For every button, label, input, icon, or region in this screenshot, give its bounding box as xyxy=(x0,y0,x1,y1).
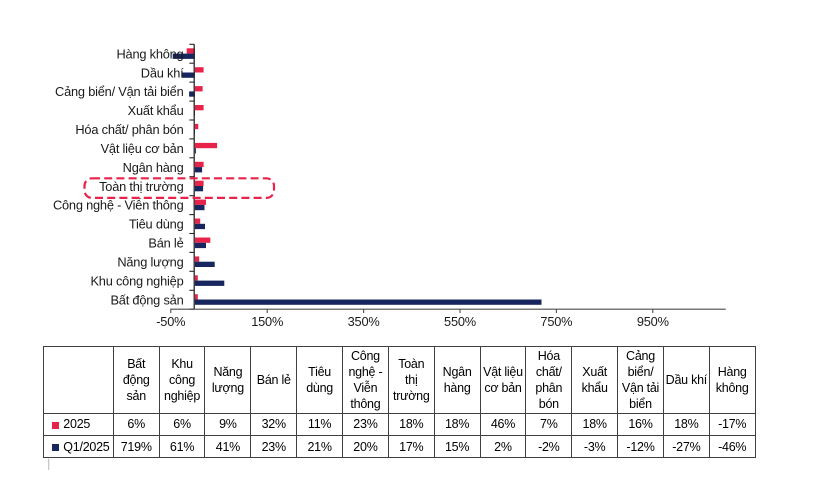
svg-text:Ngân hàng: Ngân hàng xyxy=(123,160,184,175)
svg-text:Vật liệu cơ bản: Vật liệu cơ bản xyxy=(101,141,184,156)
svg-text:950%: 950% xyxy=(637,314,669,329)
svg-text:Cảng biển/ Vận tải biển: Cảng biển/ Vận tải biển xyxy=(55,84,184,99)
svg-text:Năng lượng: Năng lượng xyxy=(117,255,183,270)
svg-text:Toàn thị trường: Toàn thị trường xyxy=(99,179,183,194)
svg-text:Tiêu dùng: Tiêu dùng xyxy=(129,217,184,232)
svg-text:150%: 150% xyxy=(251,314,283,329)
svg-text:550%: 550% xyxy=(444,314,476,329)
svg-text:-50%: -50% xyxy=(156,314,185,329)
svg-text:Khu công nghiệp: Khu công nghiệp xyxy=(90,273,183,288)
svg-text:Dầu khí: Dầu khí xyxy=(141,65,184,80)
svg-text:Công nghệ - Viễn thông: Công nghệ - Viễn thông xyxy=(53,198,184,213)
svg-text:750%: 750% xyxy=(540,314,572,329)
svg-text:Bán lẻ: Bán lẻ xyxy=(148,236,183,251)
svg-text:Hàng không: Hàng không xyxy=(116,46,183,61)
svg-text:Xuất khẩu: Xuất khẩu xyxy=(128,103,184,118)
svg-text:Bất động sản: Bất động sản xyxy=(110,292,183,307)
svg-text:350%: 350% xyxy=(348,314,380,329)
svg-text:Hóa chất/ phân bón: Hóa chất/ phân bón xyxy=(75,122,183,137)
